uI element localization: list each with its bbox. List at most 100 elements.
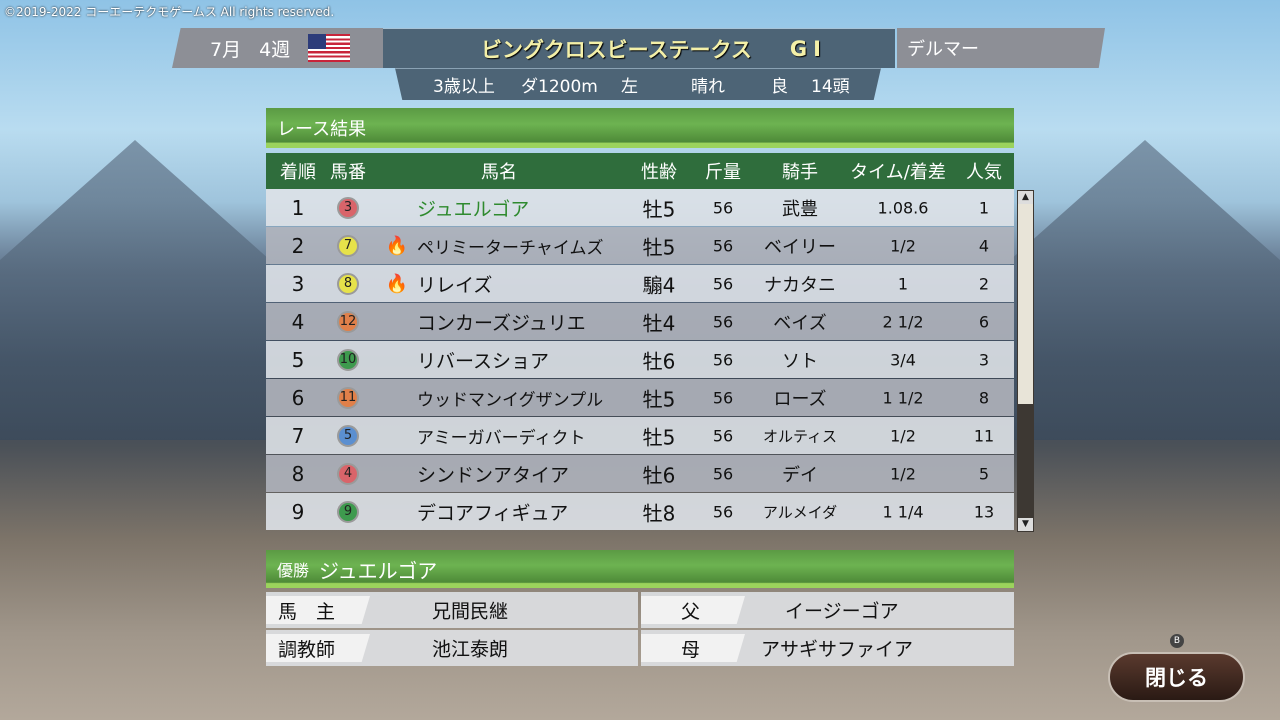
finish-position: 2 — [291, 233, 305, 258]
time-margin: 1 1/2 — [882, 388, 924, 407]
popularity: 2 — [978, 274, 990, 293]
horse-name: シンドンアタイア — [417, 464, 570, 486]
carried-weight: 56 — [712, 350, 734, 369]
carried-weight: 56 — [712, 198, 734, 217]
horse-number: 12 — [337, 310, 359, 333]
owner-label: 馬 主 — [266, 596, 370, 624]
owner-row: 馬 主 兄間民継 — [266, 592, 638, 628]
sex-age: 牡5 — [642, 387, 676, 411]
jockey: ナカタニ — [764, 274, 836, 296]
time-margin: 1 — [897, 274, 909, 293]
time-margin: 3/4 — [890, 350, 916, 369]
winner-bar: 優勝 ジュエルゴア — [266, 550, 1014, 588]
horse-number: 10 — [337, 348, 359, 371]
venue: デルマー — [897, 28, 1105, 68]
time-margin: 1/2 — [890, 464, 916, 483]
dam: アサギサファイア — [761, 638, 914, 661]
horse-number: 5 — [337, 424, 359, 447]
dam-label: 母 — [641, 634, 745, 662]
horse-name: ペリミーターチャイムズ — [417, 238, 604, 258]
horse-number: 8 — [337, 272, 359, 295]
table-row[interactable]: 9 9 デコアフィギュア 牡8 56 アルメイダ 1 1/4 13 — [266, 493, 1014, 530]
table-row[interactable]: 6 11 ウッドマンイグザンプル 牡5 56 ローズ 1 1/2 8 — [266, 379, 1014, 416]
jockey: デイ — [782, 464, 818, 486]
col-jockey: 騎手 — [782, 162, 818, 183]
carried-weight: 56 — [712, 464, 734, 483]
table-row[interactable]: 7 5 アミーガバーディクト 牡5 56 オルティス 1/2 11 — [266, 417, 1014, 454]
col-weight: 斤量 — [705, 162, 741, 183]
popularity: 5 — [978, 464, 990, 483]
horse-number: 11 — [337, 386, 359, 409]
jockey: ソト — [782, 350, 818, 372]
finish-position: 1 — [291, 195, 305, 220]
time-margin: 1.08.6 — [877, 198, 929, 217]
col-sexage: 性齢 — [641, 162, 677, 183]
table-row[interactable]: 1 3 ジュエルゴア 牡5 56 武豊 1.08.6 1 — [266, 189, 1014, 226]
scrollbar[interactable]: ▲ ▼ — [1017, 190, 1034, 532]
scroll-down-icon[interactable]: ▼ — [1018, 518, 1033, 531]
grandstand-right — [1010, 140, 1280, 440]
col-pos: 着順 — [280, 162, 316, 183]
sex-age: 牡8 — [642, 501, 676, 525]
jockey: オルティス — [762, 427, 838, 445]
popularity: 4 — [978, 236, 990, 255]
sire: イージーゴア — [785, 600, 899, 623]
fire-icon: 🔥 — [385, 235, 409, 256]
col-pop: 人気 — [966, 162, 1002, 183]
horse-number: 7 — [337, 234, 359, 257]
horse-number: 4 — [337, 462, 359, 485]
table-row[interactable]: 5 10 リバースショア 牡6 56 ソト 3/4 3 — [266, 341, 1014, 378]
results-title-bar: レース結果 — [266, 108, 1014, 148]
horse-name: リレイズ — [417, 274, 493, 296]
scroll-up-icon[interactable]: ▲ — [1018, 191, 1033, 204]
horse-name: ジュエルゴア — [417, 198, 530, 220]
col-margin: タイム/着差 — [850, 162, 946, 183]
close-button[interactable]: 閉じる — [1108, 652, 1245, 702]
sex-age: 牡6 — [642, 463, 676, 487]
race-date: 7月 4週 — [172, 28, 388, 68]
popularity: 3 — [978, 350, 990, 369]
carried-weight: 56 — [712, 426, 734, 445]
trainer-row: 調教師 池江泰朗 — [266, 630, 638, 666]
sex-age: 騸4 — [642, 273, 676, 297]
table-row[interactable]: 3 8 🔥 リレイズ 騸4 56 ナカタニ 1 2 — [266, 265, 1014, 302]
b-button-hint-icon: B — [1170, 634, 1184, 648]
popularity: 8 — [978, 388, 990, 407]
surface-distance: ダ1200m — [521, 77, 598, 97]
jockey: ベイズ — [773, 312, 827, 334]
race-name: ビングクロスビーステークス — [481, 37, 752, 62]
horse-name: ウッドマンイグザンプル — [417, 390, 604, 410]
finish-position: 5 — [291, 347, 305, 372]
jockey: ベイリー — [764, 236, 836, 258]
carried-weight: 56 — [712, 236, 734, 255]
runners: 14頭 — [811, 77, 850, 97]
horse-name: コンカーズジュリエ — [417, 312, 586, 334]
direction: 左 — [621, 77, 638, 97]
age-condition: 3歳以上 — [433, 77, 495, 97]
scroll-thumb[interactable] — [1018, 204, 1033, 404]
trainer: 池江泰朗 — [432, 638, 509, 661]
jockey: 武豊 — [782, 198, 818, 220]
week: 4週 — [259, 38, 291, 61]
table-row[interactable]: 2 7 🔥 ペリミーターチャイムズ 牡5 56 ベイリー 1/2 4 — [266, 227, 1014, 264]
table-row[interactable]: 8 4 シンドンアタイア 牡6 56 デイ 1/2 5 — [266, 455, 1014, 492]
weather: 晴れ — [691, 77, 725, 97]
jockey: ローズ — [773, 388, 827, 410]
time-margin: 2 1/2 — [882, 312, 924, 331]
carried-weight: 56 — [712, 274, 734, 293]
results-title: レース結果 — [277, 119, 367, 140]
finish-position: 7 — [291, 423, 305, 448]
finish-position: 6 — [291, 385, 305, 410]
finish-position: 4 — [291, 309, 305, 334]
carried-weight: 56 — [712, 312, 734, 331]
sex-age: 牡5 — [642, 425, 676, 449]
copyright: ©2019-2022 コーエーテクモゲームス All rights reserv… — [4, 5, 335, 19]
popularity: 1 — [978, 198, 990, 217]
jockey: アルメイダ — [762, 503, 838, 521]
table-row[interactable]: 4 12 コンカーズジュリエ 牡4 56 ベイズ 2 1/2 6 — [266, 303, 1014, 340]
finish-position: 9 — [291, 499, 305, 524]
sex-age: 牡5 — [642, 235, 676, 259]
time-margin: 1/2 — [890, 426, 916, 445]
popularity: 11 — [973, 426, 995, 445]
grandstand-left — [0, 140, 270, 440]
